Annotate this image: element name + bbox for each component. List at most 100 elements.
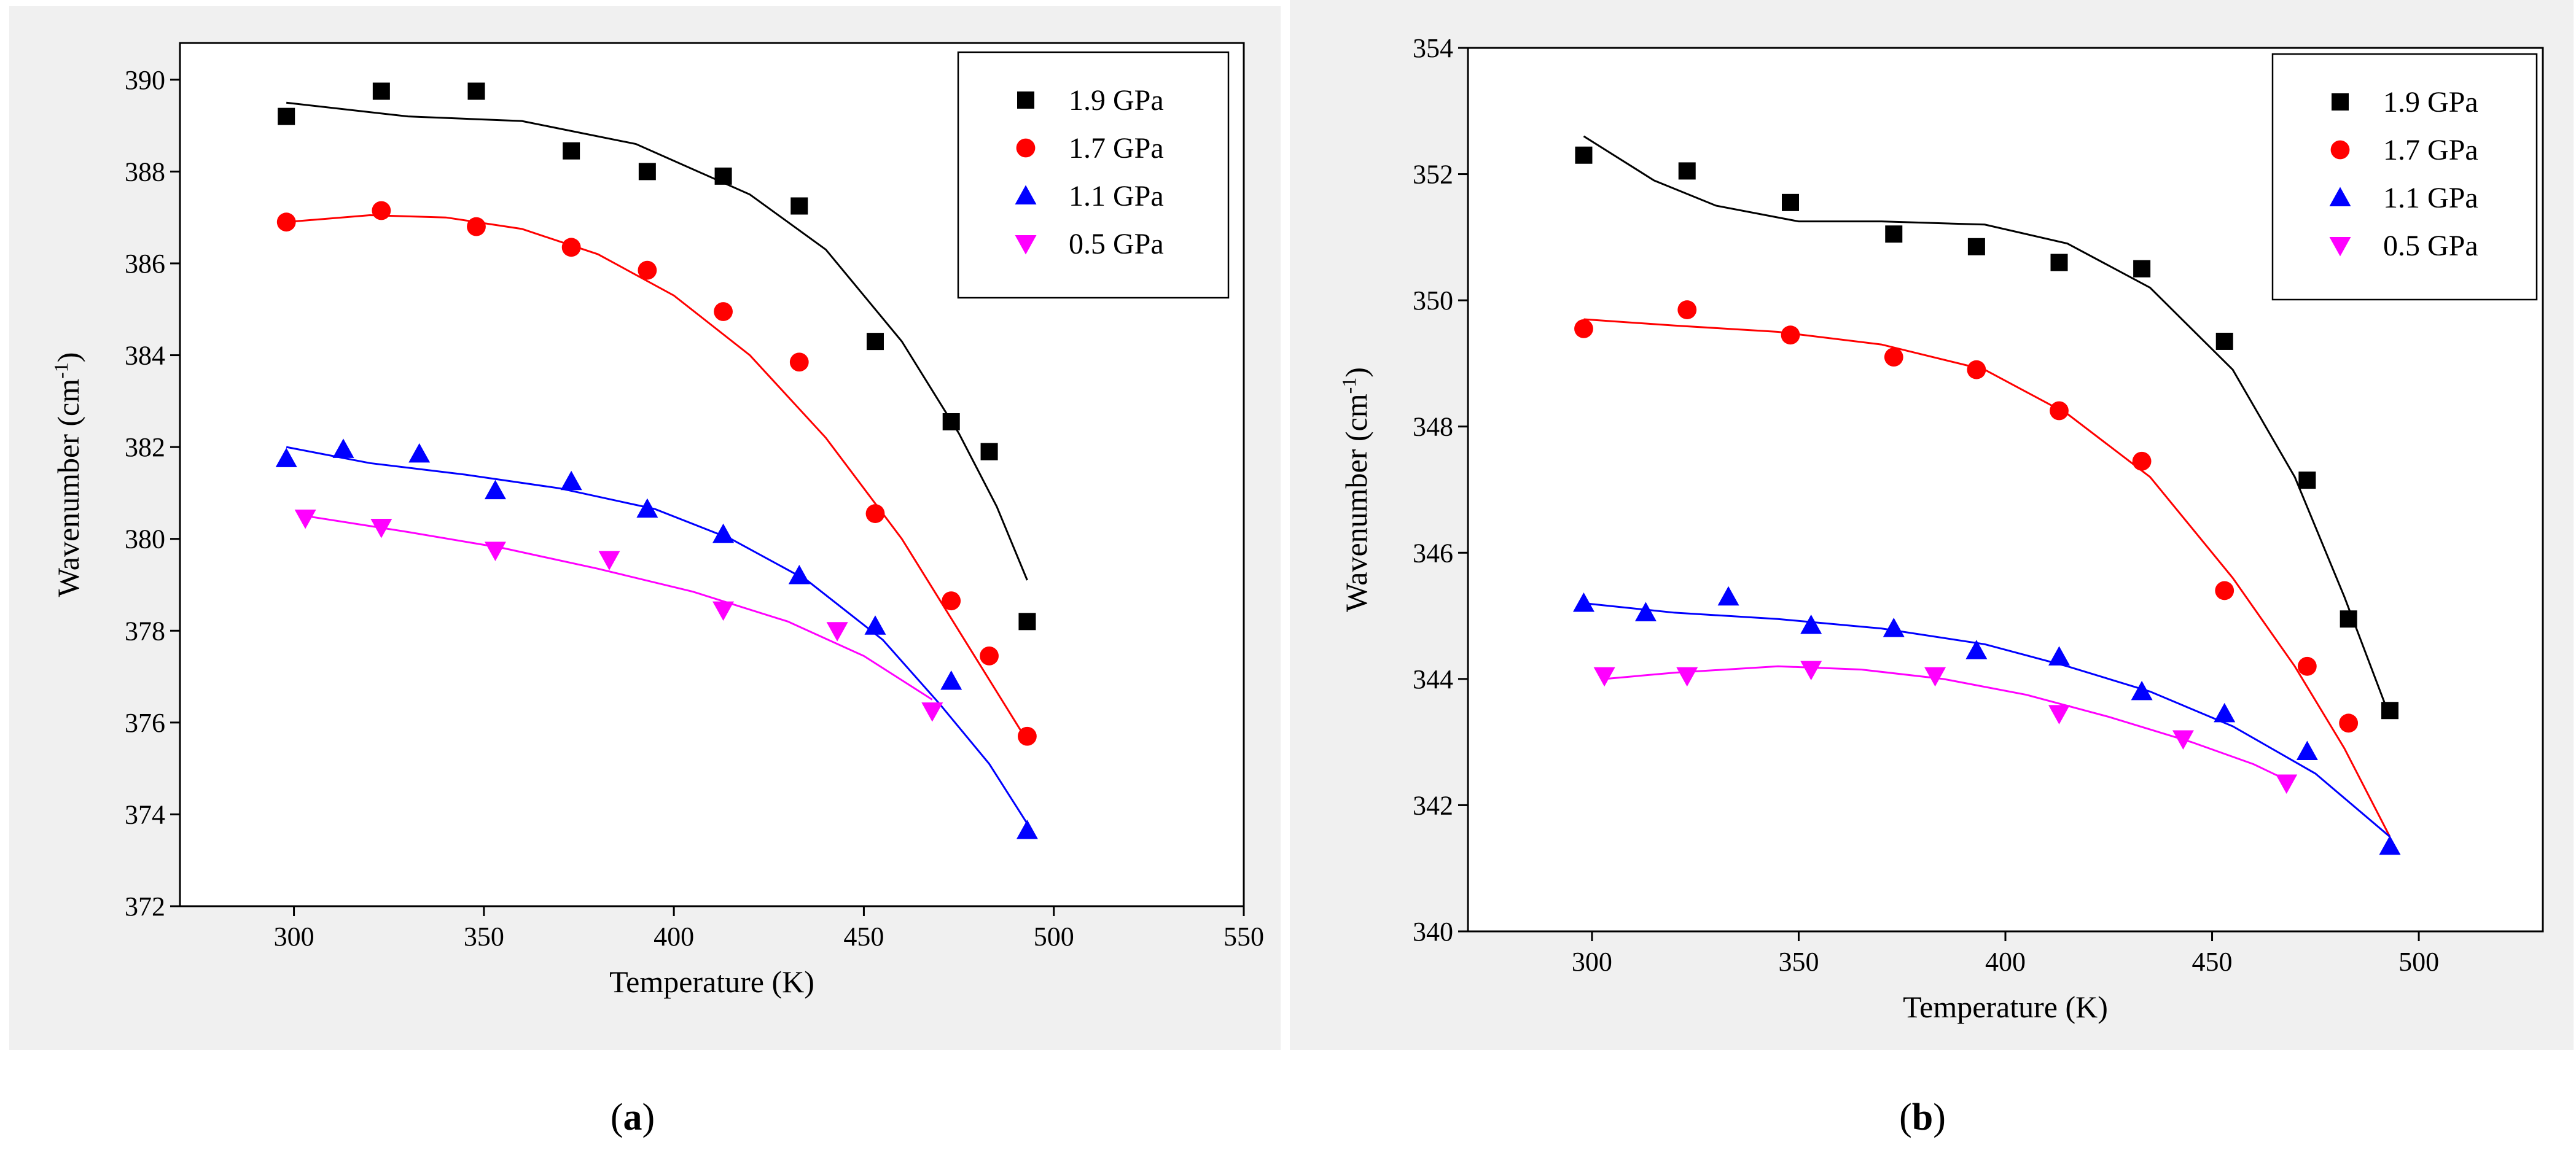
data-point-series-1 bbox=[1967, 360, 1986, 379]
data-point-series-3 bbox=[2172, 730, 2194, 750]
caption-close: ) bbox=[642, 1097, 655, 1138]
data-point-series-3 bbox=[370, 519, 392, 538]
legend-label-2: 1.1 GPa bbox=[1069, 180, 1164, 212]
y-tick-label: 350 bbox=[1413, 285, 1453, 316]
legend-marker-1 bbox=[2330, 140, 2350, 160]
data-point-series-1 bbox=[714, 302, 733, 321]
y-tick-label: 344 bbox=[1413, 664, 1453, 694]
data-point-series-1 bbox=[980, 647, 999, 666]
data-point-series-2 bbox=[1883, 618, 1905, 637]
y-tick-label: 372 bbox=[125, 891, 165, 922]
data-point-series-1 bbox=[561, 238, 581, 257]
y-tick-label: 384 bbox=[125, 341, 165, 371]
data-point-series-1 bbox=[1574, 319, 1593, 338]
data-point-series-1 bbox=[1884, 348, 1903, 367]
y-tick-label: 352 bbox=[1413, 160, 1453, 190]
data-point-series-2 bbox=[560, 470, 582, 491]
x-tick-label: 300 bbox=[274, 922, 314, 952]
fit-curve-2 bbox=[1583, 602, 2391, 837]
chart-panel-a: 300 350 400 450 500 550 372 374 376 378 380 382 384 3… bbox=[0, 0, 1290, 1158]
data-point-series-0 bbox=[2340, 610, 2357, 628]
legend-marker-3 bbox=[1015, 235, 1037, 255]
data-point-series-0 bbox=[714, 167, 732, 185]
data-point-series-0 bbox=[638, 163, 656, 181]
data-point-series-3 bbox=[1593, 667, 1615, 687]
x-tick-label: 500 bbox=[1034, 922, 1074, 952]
data-point-series-2 bbox=[275, 448, 297, 467]
data-point-series-1 bbox=[1018, 726, 1037, 746]
caption-letter: b bbox=[1912, 1097, 1933, 1138]
y-axis-label-close: ) bbox=[1339, 367, 1373, 378]
legend-marker-1 bbox=[1016, 138, 1036, 158]
y-tick-label: 340 bbox=[1413, 917, 1453, 947]
data-point-series-2 bbox=[2048, 646, 2070, 666]
y-tick-label: 348 bbox=[1413, 412, 1453, 442]
data-point-series-3 bbox=[1676, 667, 1698, 687]
x-axis-label: Temperature (K) bbox=[609, 965, 814, 999]
y-axis-label: Wavenumber (cm-1) bbox=[1338, 367, 1373, 612]
x-tick-label: 350 bbox=[1778, 947, 1819, 977]
y-tick-label: 376 bbox=[125, 708, 165, 738]
fit-curve-1 bbox=[286, 214, 1028, 742]
data-point-series-0 bbox=[1885, 225, 1903, 243]
x-tick-label: 350 bbox=[464, 922, 504, 952]
y-axis-label: Wavenumber (cm-1) bbox=[50, 352, 85, 597]
legend-marker-0 bbox=[2332, 93, 2349, 111]
x-tick-label: 500 bbox=[2398, 947, 2439, 977]
data-point-series-1 bbox=[2050, 401, 2069, 421]
data-point-series-2 bbox=[1572, 592, 1594, 612]
fit-curve-3 bbox=[305, 514, 933, 701]
data-point-series-1 bbox=[2215, 581, 2234, 600]
chart-a-svg: 300 350 400 450 500 550 372 374 376 378 380 382 384 3… bbox=[9, 6, 1281, 1138]
data-point-series-2 bbox=[2296, 740, 2318, 761]
data-point-series-2 bbox=[2131, 680, 2153, 701]
caption-open: ( bbox=[611, 1097, 623, 1138]
legend-label-2: 1.1 GPa bbox=[2383, 182, 2478, 214]
data-point-series-1 bbox=[2339, 713, 2359, 733]
data-point-series-3 bbox=[826, 622, 848, 642]
fit-curve-3 bbox=[1604, 665, 2287, 781]
legend-label-3: 0.5 GPa bbox=[2383, 230, 2478, 262]
chart-panel-b: 300 350 400 450 500 340 342 344 346 348 350 352 354 T… bbox=[1290, 0, 2576, 1158]
data-point-series-1 bbox=[372, 201, 391, 220]
data-point-series-0 bbox=[2050, 254, 2068, 271]
legend-label-0: 1.9 GPa bbox=[2383, 86, 2478, 118]
fit-curve-0 bbox=[286, 101, 1028, 581]
x-tick-label: 400 bbox=[654, 922, 694, 952]
data-point-series-2 bbox=[788, 565, 810, 584]
data-point-series-2 bbox=[940, 670, 962, 690]
data-point-series-0 bbox=[1782, 193, 1799, 211]
legend bbox=[2271, 53, 2538, 301]
y-tick-label: 386 bbox=[125, 249, 165, 279]
y-axis-label-text: Wavenumber (cm bbox=[51, 379, 85, 597]
data-point-series-2 bbox=[1717, 586, 1739, 606]
data-point-series-0 bbox=[2381, 702, 2398, 720]
data-point-series-3 bbox=[2276, 774, 2298, 794]
x-axis-label: Temperature (K) bbox=[1903, 990, 2108, 1024]
data-point-series-0 bbox=[372, 82, 390, 100]
data-point-series-0 bbox=[1967, 238, 1985, 255]
data-point-series-0 bbox=[980, 443, 998, 460]
y-tick-label: 354 bbox=[1413, 33, 1453, 63]
y-axis-label-superscript: -1 bbox=[1338, 378, 1360, 394]
caption-open: ( bbox=[1899, 1097, 1912, 1138]
data-point-series-1 bbox=[2297, 656, 2317, 676]
data-point-series-3 bbox=[598, 551, 620, 570]
legend-marker-2 bbox=[2329, 187, 2351, 206]
data-point-series-3 bbox=[1800, 661, 1822, 680]
legend-label-1: 1.7 GPa bbox=[1069, 132, 1164, 165]
data-point-series-2 bbox=[712, 523, 735, 543]
y-tick-label: 382 bbox=[125, 432, 165, 462]
data-point-series-1 bbox=[276, 212, 296, 232]
x-tick-label: 550 bbox=[1224, 922, 1264, 952]
data-point-series-3 bbox=[712, 601, 735, 621]
panel-caption: (a) bbox=[611, 1097, 655, 1138]
data-point-series-1 bbox=[942, 591, 961, 611]
data-point-series-2 bbox=[2214, 702, 2236, 723]
data-point-series-0 bbox=[866, 333, 884, 351]
data-point-series-3 bbox=[294, 510, 316, 529]
data-point-series-2 bbox=[484, 480, 506, 500]
y-tick-label: 380 bbox=[125, 524, 165, 554]
data-point-series-0 bbox=[2215, 332, 2233, 350]
data-point-series-0 bbox=[1018, 613, 1036, 631]
